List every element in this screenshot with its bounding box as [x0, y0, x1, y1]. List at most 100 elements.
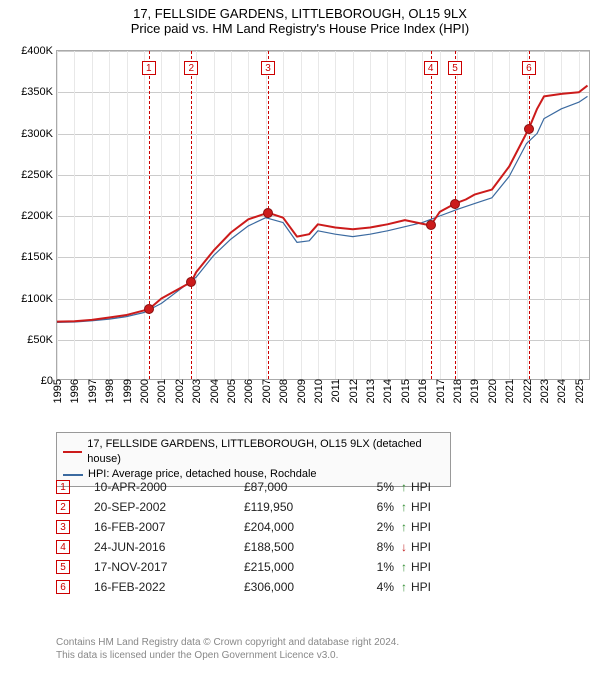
data-attribution: Contains HM Land Registry data © Crown c…	[56, 636, 399, 662]
x-axis-tick-label: 2014	[380, 379, 394, 403]
x-axis-tick-label: 2005	[224, 379, 238, 403]
event-table-row: 3 16-FEB-2007£204,0002%↑HPI	[56, 520, 451, 534]
x-axis-tick-label: 2017	[433, 379, 447, 403]
event-row-date: 10-APR-2000	[94, 480, 244, 494]
x-axis-tick-label: 1997	[85, 379, 99, 403]
event-row-date: 24-JUN-2016	[94, 540, 244, 554]
event-table-row: 6 16-FEB-2022£306,0004%↑HPI	[56, 580, 451, 594]
event-row-index: 1	[56, 480, 70, 494]
x-axis-tick-label: 2003	[189, 379, 203, 403]
chart-title: 17, FELLSIDE GARDENS, LITTLEBOROUGH, OL1…	[0, 0, 600, 21]
chart-plot-area: £0£50K£100K£150K£200K£250K£300K£350K£400…	[56, 50, 590, 380]
event-row-price: £87,000	[244, 480, 354, 494]
x-axis-tick-label: 1998	[102, 379, 116, 403]
y-axis-tick-label: £400K	[21, 45, 57, 57]
event-row-hpi-label: HPI	[411, 540, 451, 554]
x-axis-tick-label: 2006	[241, 379, 255, 403]
x-axis-tick-label: 2008	[276, 379, 290, 403]
event-row-index: 2	[56, 500, 70, 514]
x-axis-tick-label: 1995	[50, 379, 64, 403]
event-row-price: £188,500	[244, 540, 354, 554]
x-axis-tick-label: 1999	[120, 379, 134, 403]
x-axis-tick-label: 2007	[259, 379, 273, 403]
y-axis-tick-label: £100K	[21, 293, 57, 305]
event-data-point	[186, 277, 196, 287]
event-row-index: 5	[56, 560, 70, 574]
event-row-date: 20-SEP-2002	[94, 500, 244, 514]
event-row-hpi-label: HPI	[411, 580, 451, 594]
event-row-pct: 1%	[354, 560, 397, 574]
x-axis-tick-label: 2013	[363, 379, 377, 403]
x-axis-tick-label: 2021	[502, 379, 516, 403]
arrow-up-icon: ↑	[397, 560, 411, 574]
event-row-price: £306,000	[244, 580, 354, 594]
y-axis-tick-label: £300K	[21, 128, 57, 140]
x-axis-tick-label: 2002	[172, 379, 186, 403]
event-row-hpi-label: HPI	[411, 480, 451, 494]
x-axis-tick-label: 2019	[467, 379, 481, 403]
x-axis-tick-label: 2025	[572, 379, 586, 403]
event-table-row: 5 17-NOV-2017£215,0001%↑HPI	[56, 560, 451, 574]
x-axis-tick-label: 2000	[137, 379, 151, 403]
event-table-row: 1 10-APR-2000£87,0005%↑HPI	[56, 480, 451, 494]
x-axis-tick-label: 2011	[328, 379, 342, 403]
x-axis-tick-label: 2001	[154, 379, 168, 403]
x-axis-tick-label: 2010	[311, 379, 325, 403]
y-axis-tick-label: £150K	[21, 251, 57, 263]
event-data-point	[144, 304, 154, 314]
event-row-price: £119,950	[244, 500, 354, 514]
legend-swatch-hpi	[63, 474, 83, 476]
chart-lines-svg	[57, 51, 591, 381]
event-row-hpi-label: HPI	[411, 520, 451, 534]
legend-item-subject: 17, FELLSIDE GARDENS, LITTLEBOROUGH, OL1…	[63, 437, 444, 467]
y-axis-tick-label: £250K	[21, 169, 57, 181]
event-data-point	[263, 208, 273, 218]
series-line-hpi	[57, 96, 588, 322]
footer-line-1: Contains HM Land Registry data © Crown c…	[56, 636, 399, 649]
footer-line-2: This data is licensed under the Open Gov…	[56, 649, 399, 662]
arrow-down-icon: ↓	[397, 540, 411, 554]
event-data-point	[450, 199, 460, 209]
event-row-date: 17-NOV-2017	[94, 560, 244, 574]
event-row-pct: 2%	[354, 520, 397, 534]
event-row-pct: 4%	[354, 580, 397, 594]
event-data-point	[524, 124, 534, 134]
event-row-hpi-label: HPI	[411, 560, 451, 574]
event-table-row: 4 24-JUN-2016£188,5008%↓HPI	[56, 540, 451, 554]
event-row-price: £215,000	[244, 560, 354, 574]
event-row-price: £204,000	[244, 520, 354, 534]
y-axis-tick-label: £50K	[27, 334, 57, 346]
x-axis-tick-label: 2012	[346, 379, 360, 403]
event-row-pct: 5%	[354, 480, 397, 494]
event-row-index: 4	[56, 540, 70, 554]
y-axis-tick-label: £350K	[21, 86, 57, 98]
event-row-pct: 6%	[354, 500, 397, 514]
y-axis-tick-label: £200K	[21, 210, 57, 222]
event-row-index: 3	[56, 520, 70, 534]
arrow-up-icon: ↑	[397, 500, 411, 514]
x-axis-tick-label: 2004	[207, 379, 221, 403]
legend-swatch-subject	[63, 451, 82, 453]
event-row-date: 16-FEB-2007	[94, 520, 244, 534]
x-axis-tick-label: 2023	[537, 379, 551, 403]
chart-subtitle: Price paid vs. HM Land Registry's House …	[0, 21, 600, 40]
event-data-point	[426, 220, 436, 230]
chart-legend: 17, FELLSIDE GARDENS, LITTLEBOROUGH, OL1…	[56, 432, 451, 487]
x-axis-tick-label: 2015	[398, 379, 412, 403]
x-axis-tick-label: 1996	[67, 379, 81, 403]
arrow-up-icon: ↑	[397, 580, 411, 594]
legend-label-subject: 17, FELLSIDE GARDENS, LITTLEBOROUGH, OL1…	[87, 437, 444, 467]
event-row-index: 6	[56, 580, 70, 594]
x-axis-tick-label: 2020	[485, 379, 499, 403]
x-axis-tick-label: 2009	[294, 379, 308, 403]
arrow-up-icon: ↑	[397, 520, 411, 534]
series-line-subject	[57, 86, 588, 322]
x-axis-tick-label: 2022	[520, 379, 534, 403]
event-row-hpi-label: HPI	[411, 500, 451, 514]
event-row-pct: 8%	[354, 540, 397, 554]
event-row-date: 16-FEB-2022	[94, 580, 244, 594]
arrow-up-icon: ↑	[397, 480, 411, 494]
event-table-row: 2 20-SEP-2002£119,9506%↑HPI	[56, 500, 451, 514]
price-events-table: 110-APR-2000£87,0005%↑HPI220-SEP-2002£11…	[56, 480, 451, 600]
x-axis-tick-label: 2018	[450, 379, 464, 403]
